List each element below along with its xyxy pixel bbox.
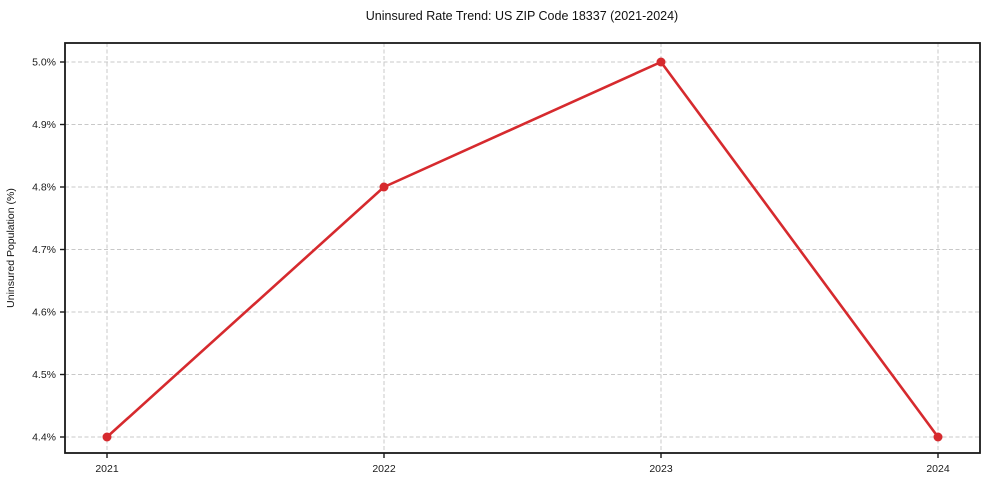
x-tick-label: 2021 (95, 463, 119, 475)
data-point-marker (102, 432, 112, 442)
y-tick-label: 4.6% (32, 307, 56, 319)
data-point-marker (656, 57, 666, 67)
y-tick-label: 4.9% (32, 119, 56, 131)
y-tick-label: 4.5% (32, 369, 56, 381)
y-tick-label: 4.8% (32, 182, 56, 194)
y-tick-label: 5.0% (32, 57, 56, 69)
grid-layer (65, 43, 980, 453)
x-tick-label: 2022 (372, 463, 396, 475)
trend-line (105, 60, 940, 439)
tick-layer: 4.4% 4.5% 4.6% 4.7% 4.8% 4.9% 5.0% 2021 2022 2023… (32, 57, 950, 475)
y-tick-label: 4.4% (32, 432, 56, 444)
data-point-marker (933, 432, 943, 442)
plot-border (64, 42, 981, 454)
data-point-marker (379, 182, 389, 192)
chart-title: Uninsured Rate Trend: US ZIP Code 18337 … (366, 9, 678, 23)
y-axis-title: Uninsured Population (%) (5, 188, 17, 308)
x-tick-label: 2023 (649, 463, 673, 475)
series-layer (102, 57, 943, 442)
y-tick-label: 4.7% (32, 244, 56, 256)
x-tick-label: 2024 (926, 463, 950, 475)
